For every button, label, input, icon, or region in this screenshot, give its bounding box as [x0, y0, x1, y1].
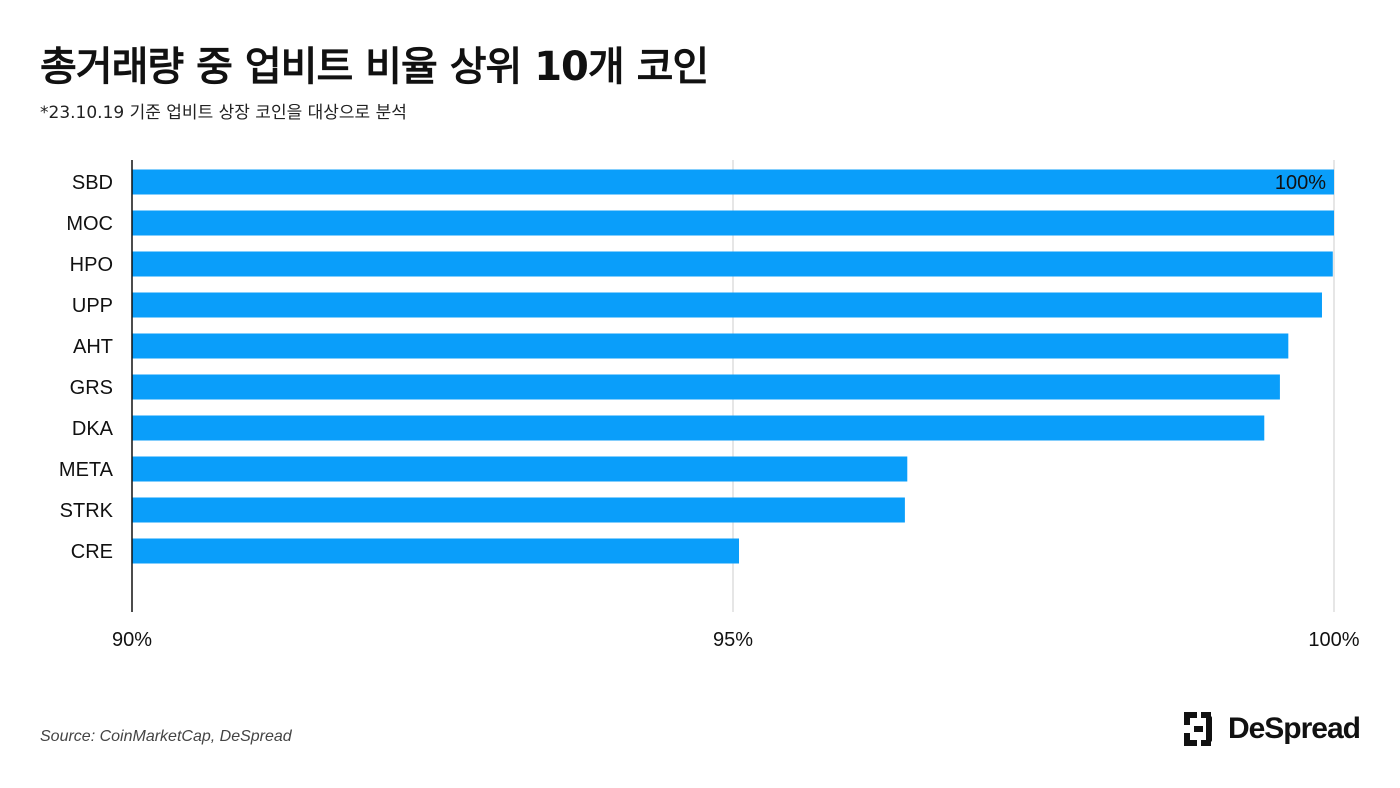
bar: [132, 538, 740, 564]
category-label: UPP: [72, 295, 113, 317]
category-label: SBD: [72, 172, 113, 194]
page-subtitle: *23.10.19 기준 업비트 상장 코인을 대상으로 분석: [40, 103, 407, 123]
category-label: DKA: [72, 418, 114, 440]
category-label: MOC: [66, 213, 113, 235]
bar: [132, 333, 1289, 359]
bar: [132, 169, 1334, 195]
bar: [132, 415, 1265, 441]
tick-label: 95%: [713, 629, 753, 651]
category-label: GRS: [70, 377, 113, 399]
bar: [132, 210, 1334, 236]
category-label: AHT: [73, 336, 113, 358]
bar: [132, 292, 1322, 318]
bar: [132, 251, 1333, 277]
bar: [132, 456, 908, 482]
despread-logo-icon: [1183, 712, 1212, 746]
tick-label: 90%: [112, 629, 152, 651]
bar-chart: SBD MOC HPO UPP AHT GRS DKA META STRK CRE 100% 90% 9…: [59, 160, 1360, 651]
category-label: HPO: [70, 254, 113, 276]
category-label: CRE: [71, 541, 113, 563]
brand-name: DeSpread: [1227, 712, 1361, 745]
brand-logo: DeSpread: [1183, 712, 1361, 746]
bar: [132, 497, 905, 523]
data-label: 100%: [1275, 172, 1326, 194]
source-note: Source: CoinMarketCap, DeSpread: [40, 728, 292, 745]
tick-label: 100%: [1308, 629, 1359, 651]
category-label: STRK: [60, 500, 114, 522]
bar: [132, 374, 1280, 400]
page-title: 총거래량 중 업비트 비율 상위 10개 코인: [40, 44, 709, 90]
category-label: META: [59, 459, 114, 481]
